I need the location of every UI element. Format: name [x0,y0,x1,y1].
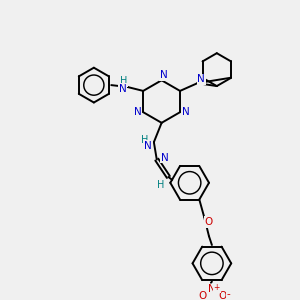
Text: N: N [144,141,152,151]
Text: N: N [182,107,190,117]
Text: N: N [119,84,127,94]
Text: O: O [218,291,227,300]
Text: N: N [160,153,168,163]
Text: +: + [214,283,220,292]
Text: O: O [198,291,206,300]
Text: -: - [226,289,230,299]
Text: N: N [197,74,205,84]
Text: N: N [208,284,216,295]
Text: N: N [160,70,167,80]
Text: O: O [205,217,213,227]
Text: H: H [157,180,164,190]
Text: H: H [140,135,148,145]
Text: N: N [134,107,141,117]
Text: H: H [120,76,127,86]
